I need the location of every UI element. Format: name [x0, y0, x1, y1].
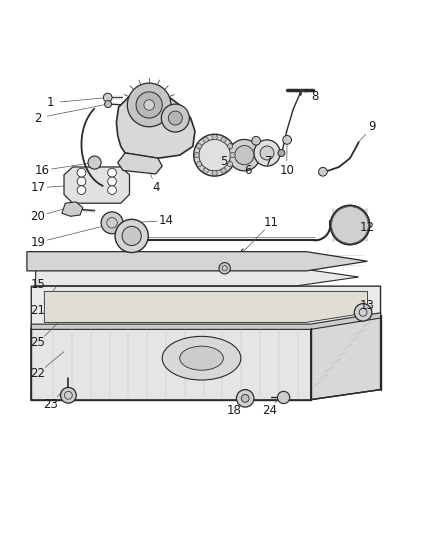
Text: 23: 23	[43, 398, 58, 410]
Polygon shape	[44, 292, 367, 322]
Polygon shape	[27, 252, 367, 271]
Circle shape	[77, 185, 86, 195]
Polygon shape	[31, 313, 381, 329]
Circle shape	[144, 100, 154, 110]
Circle shape	[105, 101, 112, 108]
Circle shape	[254, 140, 280, 166]
Circle shape	[127, 83, 171, 127]
Circle shape	[197, 143, 202, 149]
Circle shape	[278, 391, 290, 403]
Circle shape	[278, 149, 285, 157]
Circle shape	[194, 152, 199, 158]
Circle shape	[283, 135, 291, 144]
Circle shape	[219, 263, 230, 274]
Circle shape	[77, 177, 86, 185]
Circle shape	[318, 167, 327, 176]
Text: 19: 19	[30, 236, 45, 249]
Polygon shape	[64, 167, 130, 203]
Text: 21: 21	[30, 304, 45, 317]
Circle shape	[235, 146, 254, 165]
Text: 20: 20	[30, 210, 45, 223]
Polygon shape	[117, 92, 195, 158]
Text: 1: 1	[47, 96, 55, 109]
Text: 10: 10	[279, 164, 294, 177]
Text: 16: 16	[35, 164, 49, 177]
Circle shape	[103, 93, 112, 102]
Circle shape	[212, 135, 217, 140]
Circle shape	[199, 140, 230, 171]
Circle shape	[252, 136, 261, 145]
Circle shape	[212, 171, 217, 176]
Text: 25: 25	[30, 336, 45, 350]
Circle shape	[203, 168, 208, 173]
Circle shape	[229, 140, 260, 171]
Text: 8: 8	[311, 90, 319, 103]
Circle shape	[194, 134, 236, 176]
Circle shape	[260, 146, 274, 160]
Text: 12: 12	[360, 221, 375, 233]
Polygon shape	[118, 153, 162, 174]
Circle shape	[88, 156, 101, 169]
Circle shape	[168, 111, 182, 125]
Text: 7: 7	[265, 155, 273, 168]
Polygon shape	[31, 328, 311, 400]
Circle shape	[227, 161, 233, 167]
Circle shape	[221, 168, 226, 173]
Circle shape	[108, 168, 117, 177]
Circle shape	[221, 137, 226, 142]
Circle shape	[136, 92, 162, 118]
Text: 9: 9	[368, 120, 375, 133]
Circle shape	[332, 207, 368, 244]
Text: 11: 11	[264, 216, 279, 229]
Circle shape	[108, 177, 117, 185]
Ellipse shape	[180, 346, 223, 370]
Text: 15: 15	[30, 278, 45, 292]
Circle shape	[77, 168, 86, 177]
Text: 2: 2	[34, 111, 42, 125]
Text: 13: 13	[360, 300, 375, 312]
Text: 4: 4	[152, 181, 159, 195]
Circle shape	[330, 205, 370, 245]
Circle shape	[197, 161, 202, 167]
Circle shape	[122, 227, 141, 246]
Ellipse shape	[162, 336, 241, 380]
Polygon shape	[31, 286, 381, 328]
Text: 6: 6	[244, 164, 251, 177]
Circle shape	[241, 394, 249, 402]
Circle shape	[60, 387, 76, 403]
Polygon shape	[62, 202, 83, 216]
Circle shape	[115, 220, 148, 253]
Text: 17: 17	[30, 181, 45, 195]
Text: 22: 22	[30, 367, 45, 380]
Circle shape	[237, 390, 254, 407]
Circle shape	[108, 185, 117, 195]
Circle shape	[161, 104, 189, 132]
Text: 5: 5	[220, 155, 227, 168]
Polygon shape	[35, 268, 359, 286]
Circle shape	[227, 143, 233, 149]
Text: 24: 24	[262, 404, 277, 417]
Circle shape	[101, 212, 123, 234]
Text: 14: 14	[159, 214, 174, 227]
Circle shape	[354, 304, 372, 321]
Polygon shape	[311, 316, 381, 400]
Circle shape	[203, 137, 208, 142]
Text: 18: 18	[227, 404, 242, 417]
Circle shape	[230, 152, 235, 158]
